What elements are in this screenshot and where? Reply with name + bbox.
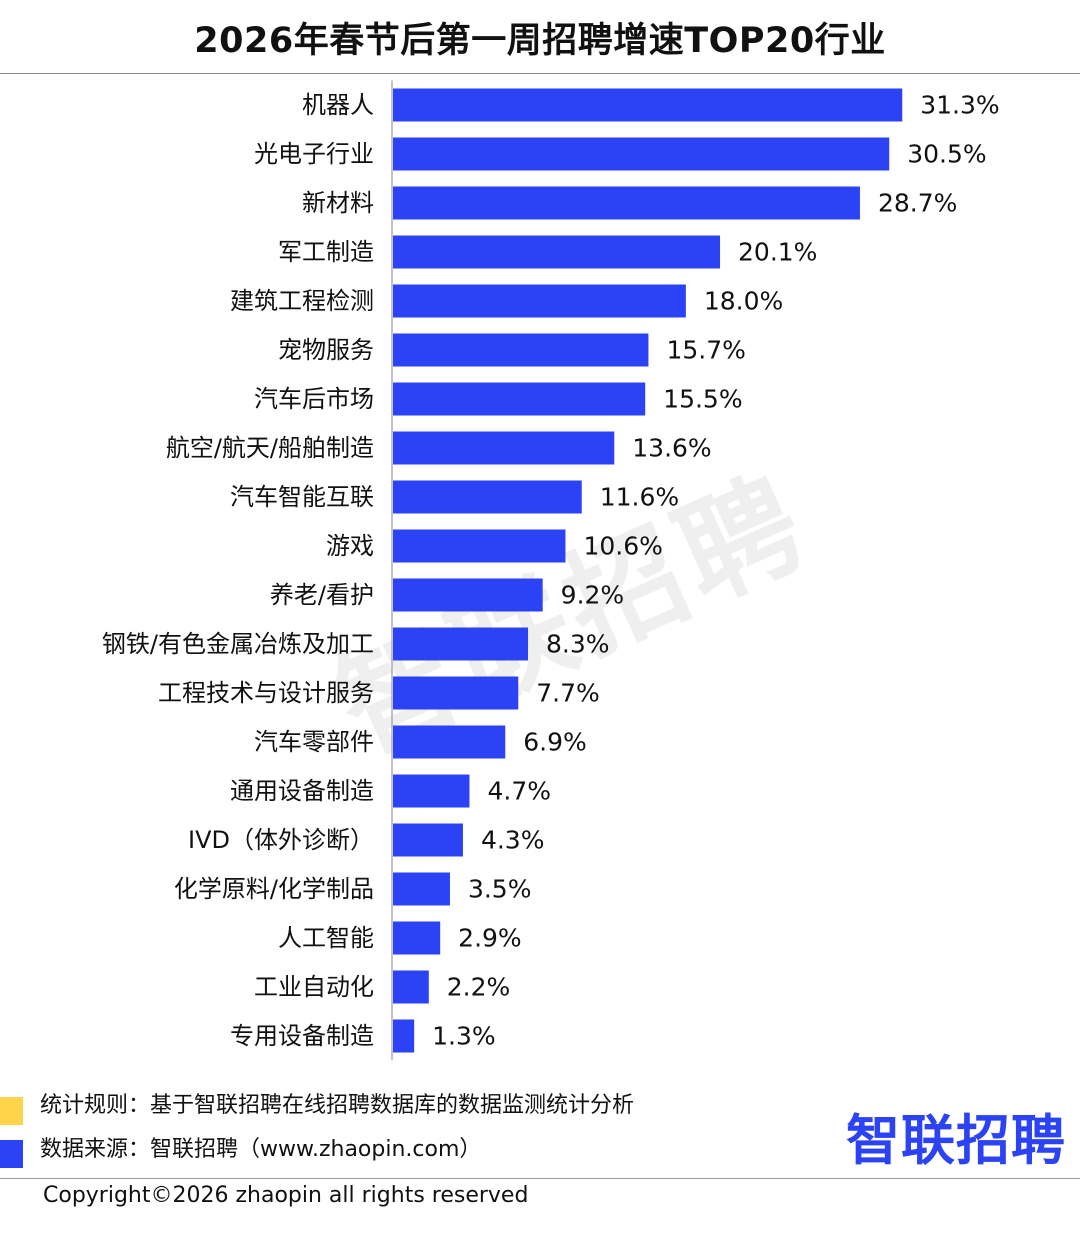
value-label: 11.6% [600, 483, 679, 512]
chart-title: 2026年春节后第一周招聘增速TOP20行业 [194, 21, 886, 61]
bar-chart: 机器人 31.3% 光电子行业 30.5% 新材料 28.7% 军工制造 20.1% 建筑工程检… [102, 80, 1000, 1060]
value-label: 30.5% [907, 140, 986, 169]
bar [393, 970, 429, 1004]
category-label: 养老/看护 [270, 581, 374, 609]
category-label: 化学原料/化学制品 [174, 875, 374, 903]
value-label: 4.3% [481, 826, 545, 855]
category-label: 新材料 [302, 189, 374, 217]
value-label: 3.5% [468, 875, 532, 904]
bar [393, 431, 615, 465]
value-label: 6.9% [523, 728, 587, 757]
bar [393, 627, 529, 661]
legend-swatch-yellow [0, 1097, 23, 1125]
category-label: 建筑工程检测 [230, 287, 374, 315]
value-label: 13.6% [632, 434, 711, 463]
value-label: 15.5% [663, 385, 742, 414]
category-label: 通用设备制造 [230, 777, 374, 805]
category-label: 游戏 [326, 532, 374, 560]
title-divider [0, 73, 1080, 74]
copyright-text: Copyright©2026 zhaopin all rights reserv… [43, 1183, 529, 1208]
bar [393, 1019, 415, 1053]
value-label: 1.3% [432, 1022, 496, 1051]
value-label: 18.0% [704, 287, 783, 316]
category-label: 航空/航天/船舶制造 [166, 434, 374, 462]
value-label: 15.7% [666, 336, 745, 365]
bar [393, 480, 582, 514]
bar [393, 872, 450, 906]
statistics-rule-note: 统计规则：基于智联招聘在线招聘数据库的数据监测统计分析 [40, 1093, 635, 1118]
footer-divider [0, 1178, 1080, 1179]
bar [393, 333, 649, 367]
bar [393, 137, 890, 171]
category-label: 工业自动化 [254, 973, 374, 1001]
value-label: 2.2% [447, 973, 511, 1002]
bar [393, 529, 566, 563]
bar [393, 186, 860, 220]
value-label: 8.3% [546, 630, 610, 659]
value-label: 2.9% [458, 924, 522, 953]
bar [393, 823, 463, 857]
value-label: 31.3% [920, 91, 999, 120]
category-label: 机器人 [302, 91, 374, 119]
category-label: 光电子行业 [254, 140, 374, 168]
category-label: 汽车智能互联 [230, 483, 374, 511]
bar [393, 774, 470, 808]
value-label: 10.6% [583, 532, 662, 561]
bar [393, 235, 721, 269]
bars-layer: 机器人 31.3% 光电子行业 30.5% 新材料 28.7% 军工制造 20.1% 建筑工程检… [102, 80, 1000, 1060]
bar [393, 88, 903, 122]
value-label: 7.7% [536, 679, 600, 708]
zhaopin-logo: 智联招聘 [846, 1109, 1066, 1172]
bar [393, 725, 506, 759]
value-label: 20.1% [738, 238, 817, 267]
category-label: IVD（体外诊断） [188, 826, 374, 854]
category-label: 工程技术与设计服务 [158, 679, 374, 707]
legend-swatch-blue [0, 1140, 23, 1168]
data-source-note: 数据来源：智联招聘（www.zhaopin.com） [40, 1137, 482, 1162]
value-label: 4.7% [487, 777, 551, 806]
category-label: 专用设备制造 [230, 1022, 374, 1050]
bar [393, 578, 543, 612]
bar [393, 676, 519, 710]
bar [393, 382, 646, 416]
bar [393, 284, 686, 318]
value-label: 28.7% [878, 189, 957, 218]
category-label: 军工制造 [278, 238, 374, 266]
value-label: 9.2% [561, 581, 625, 610]
category-label: 钢铁/有色金属冶炼及加工 [102, 630, 374, 658]
category-label: 汽车零部件 [254, 728, 374, 756]
category-label: 宠物服务 [278, 336, 374, 364]
bar [393, 921, 441, 955]
category-label: 汽车后市场 [254, 385, 374, 413]
category-label: 人工智能 [278, 924, 374, 952]
